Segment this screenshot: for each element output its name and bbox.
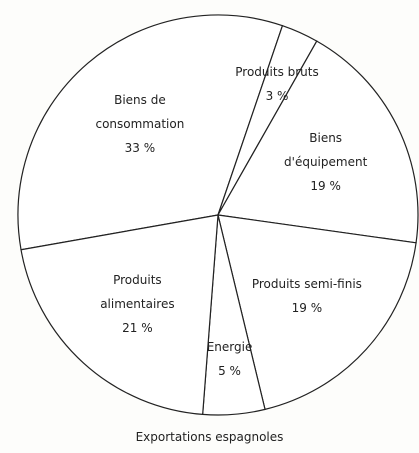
chart-title: Exportations espagnoles: [135, 430, 284, 444]
category-label: Biens de consommation: [95, 92, 185, 131]
value-label: 19 %: [291, 300, 323, 315]
value-label: 5 %: [218, 363, 241, 378]
slice-label: Biens de consommation 33 %: [81, 88, 199, 160]
slice-label: Biens d'équipement 19 %: [267, 126, 385, 198]
category-label: Produits alimentaires: [100, 272, 175, 311]
category-label: Produits semi-finis: [251, 276, 362, 291]
category-label: Biens d'équipement: [284, 131, 368, 170]
slice-label: Produits semi-finis 19 %: [248, 272, 366, 320]
value-label: 21 %: [122, 320, 153, 335]
value-label: 3 %: [265, 88, 289, 103]
value-label: 33 %: [124, 140, 156, 155]
pie-slice: [217, 40, 419, 244]
pie-slice: [20, 214, 219, 416]
pie-slice: [217, 214, 417, 411]
slice-label: Energie 5 %: [171, 335, 289, 383]
slice-label: Produits alimentaires 21 %: [78, 268, 196, 340]
slice-label: Produits bruts 3 %: [218, 60, 336, 108]
category-label: Energie: [206, 339, 253, 354]
category-label: Produits bruts: [235, 64, 319, 79]
pie-slice: [17, 14, 284, 251]
value-label: 19 %: [310, 179, 341, 194]
